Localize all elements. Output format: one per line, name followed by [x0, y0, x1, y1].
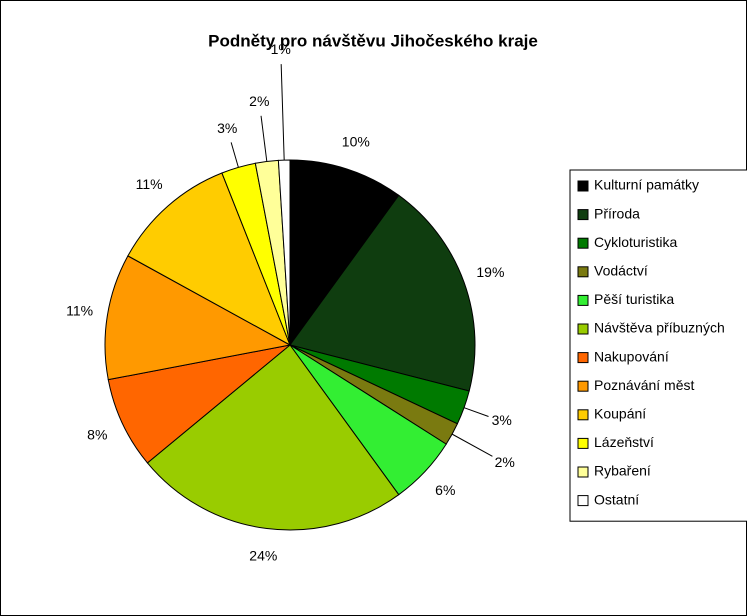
data-label-value: 11: [136, 176, 151, 192]
data-label-unit: %: [492, 264, 504, 280]
legend-label: Ostatní: [594, 491, 639, 507]
legend-swatch: [577, 495, 589, 507]
legend-box: [569, 169, 747, 522]
data-label-unit: %: [81, 302, 93, 318]
pie-slice: [107, 344, 291, 464]
legend-label: Koupání: [594, 406, 646, 422]
data-label-unit: %: [502, 454, 514, 470]
legend-swatch: [577, 409, 589, 421]
legend-label: Kulturní památky: [594, 177, 699, 193]
data-label-unit: %: [499, 412, 511, 428]
legend-label: Poznávání měst: [594, 377, 694, 393]
pie-slice: [104, 255, 292, 381]
data-label-value: 8: [87, 426, 95, 442]
data-label: 6%: [435, 482, 455, 498]
data-label-value: 11: [66, 302, 81, 318]
legend-swatch: [577, 380, 589, 392]
leader-line: [230, 142, 239, 168]
legend-swatch: [577, 180, 589, 192]
leader-line: [451, 433, 493, 457]
pie-slice: [127, 172, 291, 347]
data-label: 19%: [476, 264, 504, 280]
data-label: 3%: [217, 120, 237, 136]
legend-swatch: [577, 437, 589, 449]
data-label-unit: %: [150, 176, 162, 192]
legend-swatch: [577, 352, 589, 364]
data-label: 8%: [87, 426, 107, 442]
data-label-value: 3: [217, 120, 225, 136]
chart-title: Podněty pro návštěvu Jihočeského kraje: [208, 31, 538, 50]
legend-label: Rybaření: [594, 463, 651, 479]
data-label-value: 19: [476, 264, 492, 280]
data-label-unit: %: [225, 120, 237, 136]
data-label: 10%: [342, 133, 370, 149]
data-label-unit: %: [95, 426, 107, 442]
leader-line: [280, 64, 285, 161]
legend-swatch: [577, 209, 589, 221]
legend-label: Nakupování: [594, 348, 669, 364]
legend-label: Návštěva příbuzných: [594, 320, 725, 336]
leader-line: [463, 407, 489, 417]
legend-swatch: [577, 466, 589, 478]
legend-label: Lázeňství: [594, 434, 654, 450]
data-label-value: 1: [271, 41, 279, 57]
data-label-value: 6: [435, 482, 443, 498]
data-label-value: 3: [492, 412, 500, 428]
pie-slice: [146, 344, 400, 531]
data-label-value: 10: [342, 133, 358, 149]
pie-slice: [289, 159, 400, 347]
legend-label: Cykloturistika: [594, 234, 677, 250]
data-label: 3%: [492, 412, 512, 428]
legend-swatch: [577, 237, 589, 249]
data-label: 2%: [495, 454, 515, 470]
data-label-unit: %: [278, 41, 290, 57]
data-label-value: 2: [249, 93, 257, 109]
legend-label: Vodáctví: [594, 263, 648, 279]
legend-swatch: [577, 266, 589, 278]
data-label: 24%: [249, 547, 277, 563]
data-label-unit: %: [257, 93, 269, 109]
data-label-value: 2: [495, 454, 503, 470]
data-label: 2%: [249, 93, 269, 109]
data-label: 11%: [66, 302, 93, 318]
legend-label: Pěší turistika: [594, 291, 674, 307]
data-label: 11%: [136, 176, 163, 192]
data-label-unit: %: [443, 482, 455, 498]
legend-label: Příroda: [594, 205, 640, 221]
pie-slice: [289, 194, 476, 392]
leader-line: [260, 115, 268, 162]
data-label-unit: %: [265, 547, 277, 563]
data-label-unit: %: [357, 133, 369, 149]
data-label-value: 24: [249, 547, 265, 563]
legend-swatch: [577, 323, 589, 335]
legend-swatch: [577, 294, 589, 306]
data-label: 1%: [271, 41, 291, 57]
